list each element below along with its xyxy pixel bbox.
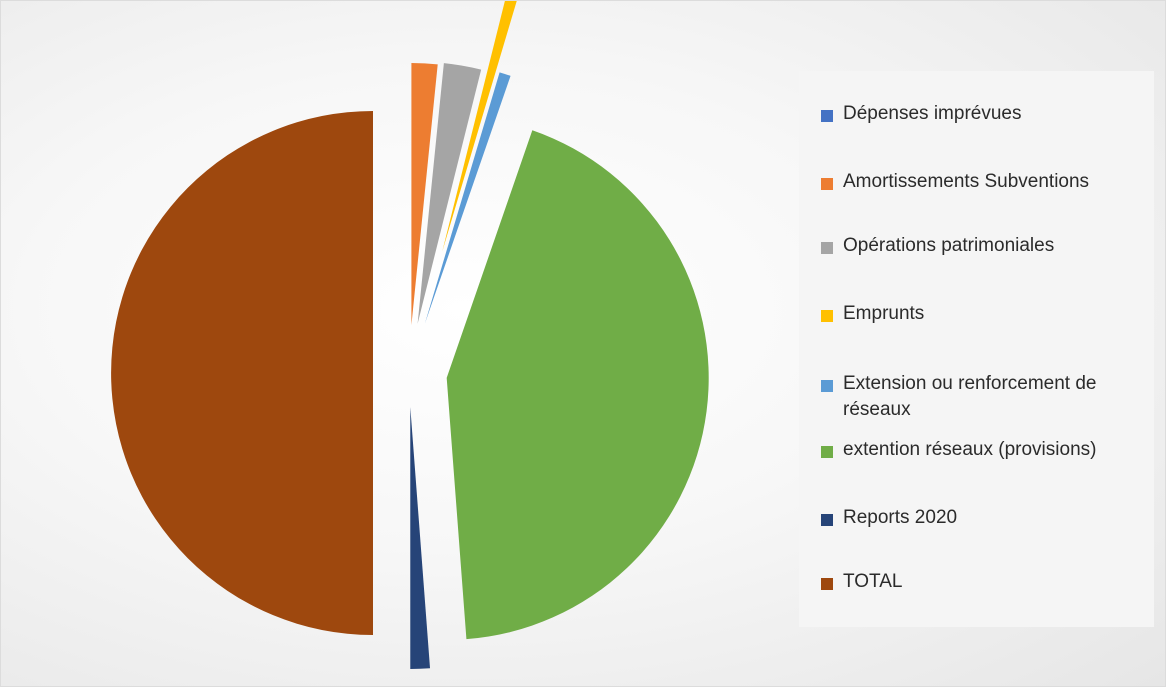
chart-legend: Dépenses imprévues Amortissements Subvent…: [799, 71, 1154, 627]
pie-chart: [111, 1, 709, 669]
legend-swatch: [821, 380, 833, 392]
legend-label: Reports 2020: [843, 507, 958, 528]
legend-item-emprunts: Emprunts: [821, 301, 1146, 327]
legend-item-operations-patrimoniales: Opérations patrimoniales: [821, 233, 1146, 259]
pie-slice-emprunts: [442, 1, 517, 252]
legend-label: extention réseaux (provisions): [843, 439, 1097, 460]
legend-item-extention-reseaux-provisions: extention réseaux (provisions): [821, 437, 1146, 463]
legend-label: Extension ou renforcement de réseaux: [843, 373, 1097, 420]
pie-slice-total: [111, 111, 374, 635]
pie-slice-extension-ou-renforcement-de-reseaux: [424, 72, 511, 324]
legend-label: Dépenses imprévues: [843, 103, 1022, 124]
legend-swatch: [821, 446, 833, 458]
legend-label: Opérations patrimoniales: [843, 235, 1055, 256]
pie-slice-reports-2020: [410, 406, 431, 669]
legend-swatch: [821, 110, 833, 122]
legend-swatch: [821, 310, 833, 322]
legend-item-total: TOTAL: [821, 569, 1146, 595]
legend-swatch: [821, 178, 833, 190]
legend-swatch: [821, 578, 833, 590]
legend-item-depenses-imprevues: Dépenses imprévues: [821, 101, 1146, 127]
legend-label: TOTAL: [843, 571, 903, 592]
pie-slice-operations-patrimoniales: [417, 63, 482, 324]
legend-label: Emprunts: [843, 303, 925, 324]
legend-item-amortissements-subventions: Amortissements Subventions: [821, 169, 1146, 195]
legend-swatch: [821, 514, 833, 526]
legend-item-extension-ou-renforcement-de-reseaux: Extension ou renforcement de réseaux: [821, 371, 1146, 423]
pie-slice-amortissements-subventions: [411, 63, 438, 326]
legend-label: Amortissements Subventions: [843, 171, 1090, 192]
legend-item-reports-2020: Reports 2020: [821, 505, 1146, 531]
pie-slice-extention-reseaux-provisions: [446, 130, 709, 640]
legend-swatch: [821, 242, 833, 254]
